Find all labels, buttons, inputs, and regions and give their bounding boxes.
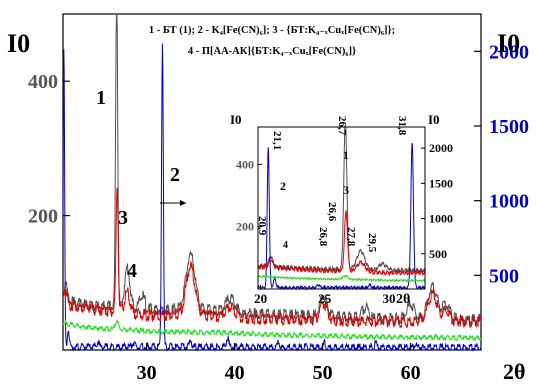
inset-right-tick-label-1000: 1000 <box>429 212 453 226</box>
inset-curve-label-3: 3 <box>343 183 349 197</box>
inset-left-axis-label: I0 <box>230 112 242 127</box>
main-series-label-3: 3 <box>118 207 128 229</box>
inset-series-group <box>257 126 426 291</box>
x-tick-label-50: 50 <box>313 362 333 384</box>
main-series-label-1: 1 <box>96 87 106 109</box>
legend-line-1: 1 - БТ (1); 2 - K₄[Fe(CN)₆]; 3 - {БТ:K₄₋… <box>149 25 395 36</box>
inset-x-axis-label: 2θ <box>396 292 410 307</box>
inset-curve-label-4: 4 <box>283 240 288 251</box>
inset-series-line-4 <box>257 274 426 283</box>
right-tick-label-1000: 1000 <box>489 191 529 213</box>
inset-left-tick-label-200: 200 <box>236 220 254 234</box>
x-tick-label-40: 40 <box>225 362 245 384</box>
inset-right-axis-label: I0 <box>428 112 440 127</box>
inset-peak-label-26-7: 26,7 <box>336 116 348 136</box>
inset-peak-label-29-5: 29,5 <box>366 233 378 253</box>
inset-right-tick-label-2000: 2000 <box>429 141 453 155</box>
right-tick-label-500: 500 <box>489 265 519 287</box>
left-tick-label-200: 200 <box>28 206 58 228</box>
left-tick-label-400: 400 <box>28 71 58 93</box>
main-series-label-4: 4 <box>127 260 137 282</box>
series-2-pointer-arrowhead <box>180 200 186 206</box>
inset-frame <box>257 126 426 290</box>
inset-series-line-3 <box>257 210 426 277</box>
main-series-line-4 <box>62 319 482 342</box>
main-series-line-1 <box>62 13 482 327</box>
inset-peak-label-27-8: 27,8 <box>345 227 357 247</box>
inset-peak-label-26-6: 26,6 <box>326 202 338 222</box>
main-series-line-3 <box>62 187 482 329</box>
main-series-label-2: 2 <box>170 164 180 186</box>
inset-series-line-2 <box>257 142 426 291</box>
inset-right-tick-label-500: 500 <box>429 247 447 261</box>
inset-left-tick-label-400: 400 <box>236 157 254 171</box>
inset-peak-label-20-9: 20,9 <box>256 216 268 236</box>
inset-peak-label-21-1: 21,1 <box>271 131 283 150</box>
x-tick-label-30: 30 <box>137 362 157 384</box>
inset-right-tick-label-1500: 1500 <box>429 176 453 190</box>
inset-x-tick-label-30: 30 <box>383 291 396 306</box>
inset-x-tick-label-25: 25 <box>318 291 332 306</box>
inset-x-tick-label-20: 20 <box>254 291 267 306</box>
inset-curve-label-1: 1 <box>343 148 349 162</box>
inset-curve-label-2: 2 <box>280 179 286 193</box>
x-axis-label: 2θ <box>503 359 525 384</box>
legend-line-2: 4 - П[АА-АК]{БТ:K₄₋ₓCuₓ[Fe(CN)₆]} <box>188 46 356 57</box>
inset-ticks-group: 20 25 30 200 400 500 1000 1500 2000 <box>236 141 453 306</box>
right-tick-label-2000: 2000 <box>489 41 529 63</box>
right-tick-label-1500: 1500 <box>489 116 529 138</box>
inset-peak-label-31-8: 31,8 <box>396 116 408 136</box>
left-axis-label: I0 <box>7 29 30 58</box>
inset-peak-label-26-8: 26,8 <box>317 227 329 247</box>
right-axis-label: I0 <box>497 29 520 58</box>
x-tick-label-60: 60 <box>401 362 421 384</box>
